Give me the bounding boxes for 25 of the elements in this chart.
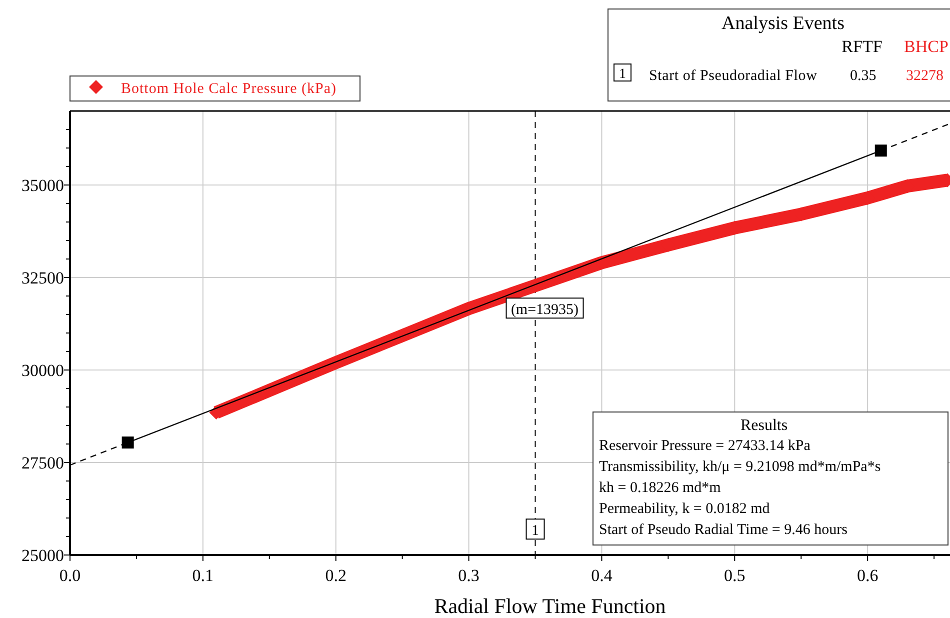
y-tick-label: 30000: [22, 361, 64, 380]
x-tick-label: 0.6: [856, 566, 878, 585]
x-tick-label: 0.2: [325, 566, 346, 585]
point: [874, 144, 887, 157]
annotation: (m=13935): [510, 302, 579, 318]
text: 0.0: [59, 566, 81, 585]
x-tick-label: 0.3: [458, 566, 480, 585]
x-tick-label: 0.5: [724, 566, 746, 585]
x-tick-label: 0.4: [591, 566, 613, 585]
annotation: Start of Pseudo Radial Time = 9.46 hours: [599, 522, 848, 538]
x-axis-title: Radial Flow Time Function: [434, 594, 666, 618]
y-tick-label: 35000: [22, 176, 64, 195]
x-tick-label: 0.1: [192, 566, 214, 585]
legend-label: Bottom Hole Calc Pressure (kPa): [121, 81, 336, 97]
annotation: Results: [740, 417, 788, 434]
y-tick-label: 27500: [22, 454, 64, 472]
annotation: Reservoir Pressure = 27433.14 kPa: [599, 438, 811, 454]
y-tick-label: 25000: [22, 546, 64, 565]
events-table: Analysis Events RFTF BHCP 1 Start of Pseudoradial Flow 0.35 32278: [608, 8, 950, 102]
annotation: Permeability, k = 0.0182 md: [599, 501, 770, 517]
annotation: kh = 0.18226 md*m: [599, 480, 722, 496]
annotation: 1: [532, 523, 540, 540]
y-tick-label: 32500: [22, 268, 64, 288]
annotation: Transmissibility, kh/μ = 9.21098 md*m/mPa*s: [599, 459, 881, 475]
point: [122, 436, 134, 449]
